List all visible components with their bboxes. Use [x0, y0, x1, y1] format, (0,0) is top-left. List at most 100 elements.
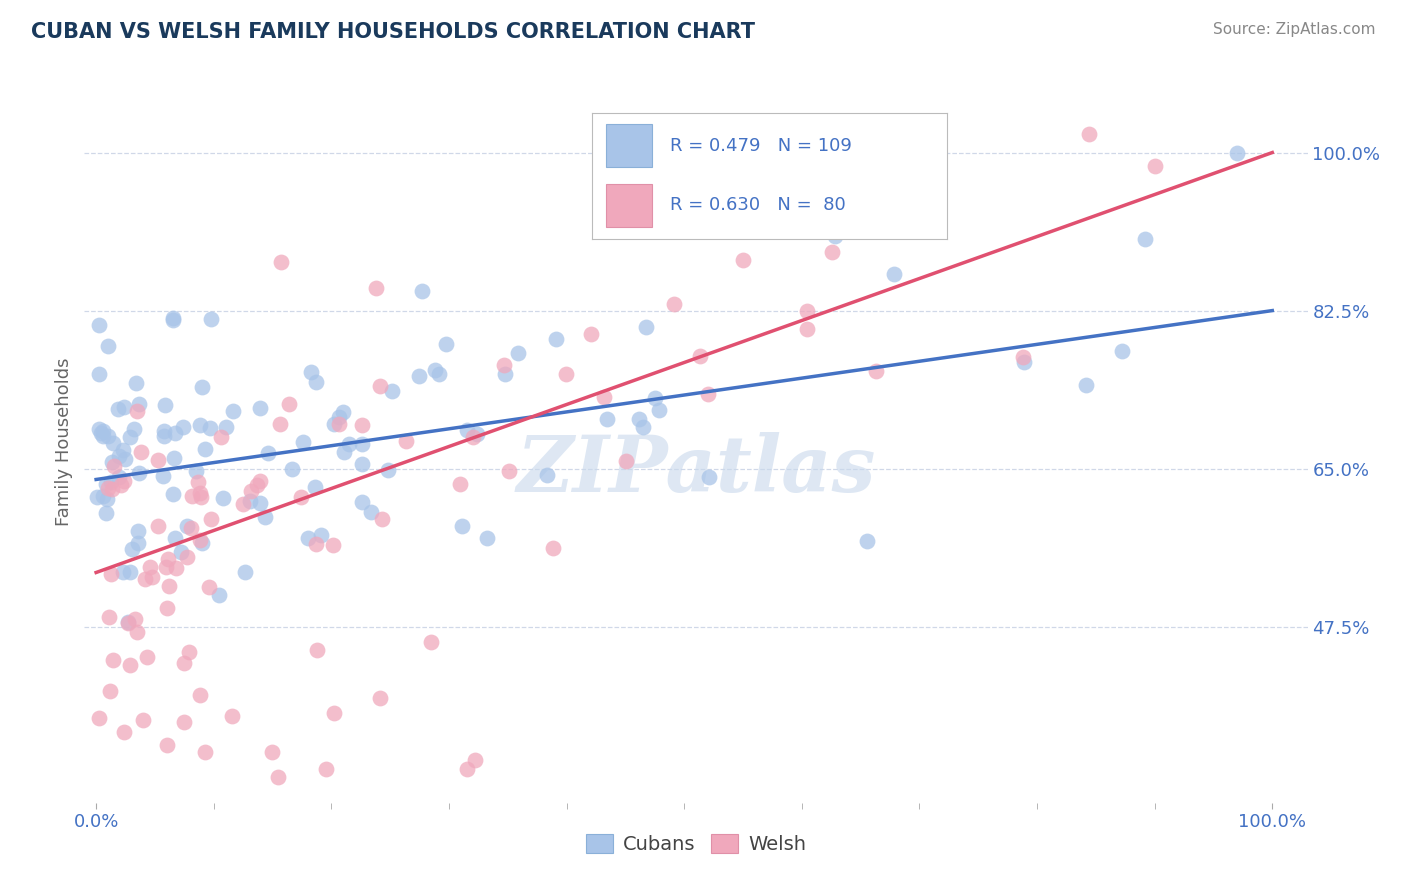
Point	[322, 538, 344, 552]
Point	[328, 410, 350, 425]
Point	[796, 322, 818, 336]
Point	[856, 534, 879, 549]
Point	[89, 318, 111, 333]
Point	[328, 417, 350, 431]
Point	[100, 483, 122, 497]
Point	[176, 518, 198, 533]
Point	[96, 506, 118, 520]
Point	[128, 397, 150, 411]
Point	[221, 709, 243, 723]
Y-axis label: Family Households: Family Households	[55, 358, 73, 525]
Point	[98, 609, 121, 624]
Point	[209, 430, 232, 444]
Point	[239, 494, 262, 508]
Point	[368, 378, 391, 392]
Point	[163, 531, 186, 545]
Point	[290, 490, 312, 504]
Point	[121, 542, 143, 557]
Point	[97, 429, 120, 443]
Point	[796, 304, 818, 318]
Point	[494, 358, 516, 372]
Point	[1226, 145, 1249, 160]
Point	[377, 463, 399, 477]
Point	[352, 494, 374, 508]
Point	[200, 512, 222, 526]
Point	[631, 420, 654, 434]
Point	[162, 313, 184, 327]
Point	[91, 489, 114, 503]
Point	[337, 437, 360, 451]
Point	[315, 762, 337, 776]
Point	[323, 417, 346, 432]
Point	[1012, 350, 1035, 364]
Point	[103, 653, 125, 667]
Point	[152, 468, 174, 483]
Point	[156, 738, 179, 752]
Point	[269, 417, 291, 431]
Point	[170, 544, 193, 558]
Point	[114, 451, 136, 466]
Point	[162, 311, 184, 326]
Point	[91, 424, 114, 438]
Point	[188, 418, 211, 433]
Point	[465, 427, 488, 442]
Point	[456, 762, 478, 776]
Point	[277, 397, 299, 411]
Point	[127, 524, 149, 538]
Point	[87, 367, 110, 381]
Point	[98, 683, 121, 698]
Point	[198, 580, 221, 594]
Point	[824, 229, 846, 244]
Point	[97, 481, 120, 495]
Point	[494, 367, 516, 381]
Point	[1133, 232, 1156, 246]
Point	[188, 689, 211, 703]
Point	[395, 434, 418, 449]
Point	[110, 477, 132, 491]
Point	[498, 464, 520, 478]
Point	[291, 434, 314, 449]
Point	[636, 320, 658, 334]
Point	[546, 333, 568, 347]
Point	[190, 490, 212, 504]
Point	[172, 420, 194, 434]
Point	[200, 312, 222, 326]
Point	[411, 284, 433, 298]
Point	[124, 612, 146, 626]
Point	[733, 252, 755, 267]
Point	[408, 369, 430, 384]
Point	[191, 380, 214, 394]
Point	[352, 437, 374, 451]
Point	[165, 561, 187, 575]
Point	[647, 402, 669, 417]
Point	[103, 458, 125, 473]
Point	[148, 453, 170, 467]
Point	[184, 464, 207, 478]
Point	[423, 362, 446, 376]
Point	[163, 426, 186, 441]
Point	[262, 745, 284, 759]
Point	[156, 601, 179, 615]
Point	[173, 656, 195, 670]
Point	[212, 491, 235, 505]
Point	[541, 541, 564, 555]
Point	[127, 536, 149, 550]
Point	[108, 470, 131, 484]
Point	[127, 403, 149, 417]
Point	[579, 326, 602, 341]
Point	[222, 404, 245, 418]
Point	[148, 519, 170, 533]
Point	[118, 430, 141, 444]
Text: ZIPatlas: ZIPatlas	[516, 433, 876, 508]
Point	[129, 445, 152, 459]
Point	[157, 579, 180, 593]
Point	[304, 537, 326, 551]
Point	[124, 376, 146, 391]
Point	[256, 446, 278, 460]
Point	[132, 713, 155, 727]
Point	[883, 267, 905, 281]
Point	[270, 255, 292, 269]
Point	[173, 714, 195, 729]
Point	[90, 425, 112, 440]
Point	[297, 531, 319, 545]
